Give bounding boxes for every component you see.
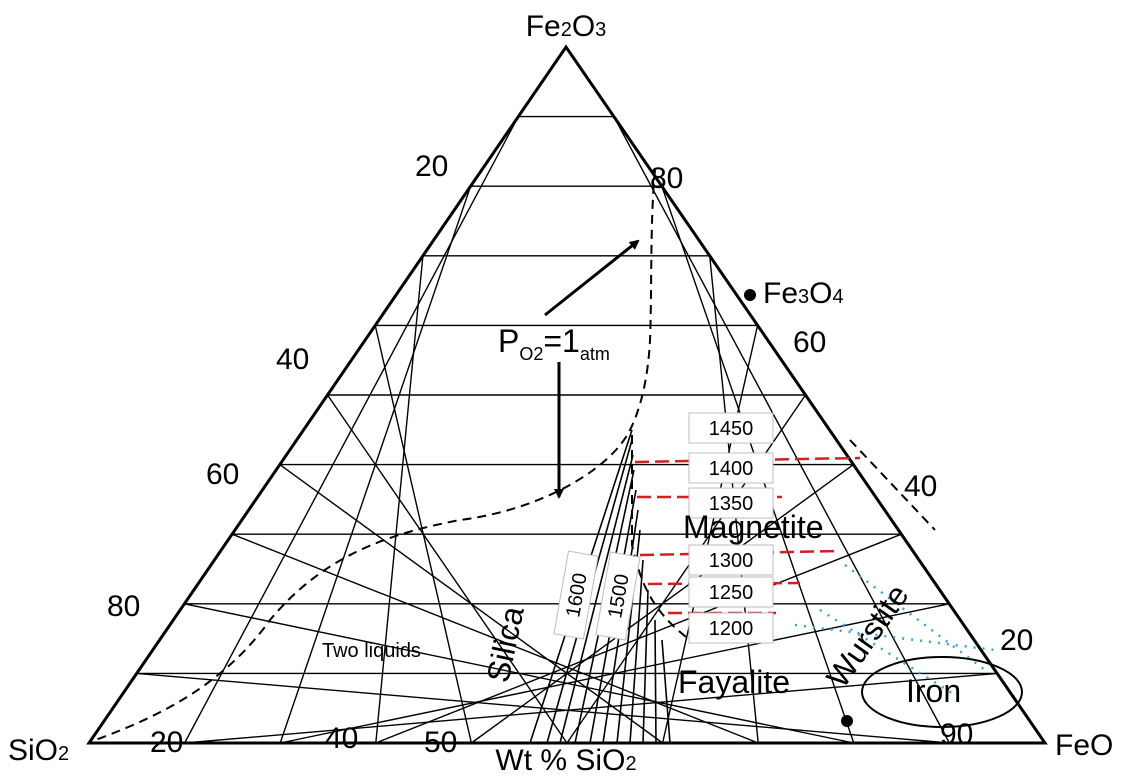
left-tick-80: 80 [107, 590, 140, 623]
isotherm-label-1500: 1500 [595, 551, 641, 641]
left-tick-20: 20 [415, 150, 448, 183]
svg-text:1300: 1300 [709, 550, 754, 572]
isotherm-label-1300: 1300 [688, 544, 774, 576]
isotherm-label-1600: 1600 [553, 550, 599, 640]
iron-boundary-dots [794, 564, 996, 697]
magnetite-left-boundary [631, 435, 691, 641]
phase-label-fayalite: Fayalite [678, 664, 790, 700]
phase-label-magnetite: Magnetite [683, 509, 824, 545]
grid-line-right [661, 325, 759, 744]
isotherm-label-1200: 1200 [688, 612, 774, 644]
phase-label-wurstite: Wurstite [819, 578, 915, 694]
bottom-tick-50: 50 [424, 726, 457, 759]
svg-text:1350: 1350 [709, 493, 754, 515]
pressure-label: PO2=1atm [498, 323, 610, 364]
bottom-tick-20: 20 [150, 726, 183, 759]
iron-field-ellipse [861, 656, 1023, 728]
axis-title: Wt % SiO2 [495, 744, 636, 776]
isotherm-labels: 1450 1400 1350 1300 1250 1200 1600 1500 [553, 412, 774, 644]
phase-label-iron: Iron [906, 673, 961, 709]
wustite-boundary [849, 439, 936, 531]
upper-liquidus-curve [89, 169, 656, 743]
bottom-tick-90: 90 [940, 718, 973, 751]
phase-label-two-liquids: Two liquids [322, 640, 421, 662]
grid-line-left [136, 672, 950, 744]
isotherm-label-1450: 1450 [688, 412, 774, 444]
bottom-tick-40: 40 [325, 722, 358, 755]
svg-text:1400: 1400 [709, 458, 754, 480]
right-tick-20: 20 [1000, 624, 1033, 657]
grid-line-left [231, 533, 759, 744]
isotherm-label-1250: 1250 [688, 576, 774, 608]
pressure-arrow-up [544, 239, 640, 317]
left-tick-60: 60 [206, 458, 239, 491]
grid-line-right [613, 116, 951, 744]
bottom-marker-point [841, 715, 853, 727]
grid-line-left [326, 394, 568, 744]
triangle-outline [86, 44, 1048, 745]
grid-line-left [184, 603, 854, 744]
svg-text:1250: 1250 [709, 582, 754, 604]
svg-text:1450: 1450 [709, 418, 754, 440]
right-tick-80: 80 [650, 162, 683, 195]
fe3o4-label: Fe3O4 [763, 277, 844, 310]
right-tick-60: 60 [793, 326, 826, 359]
corner-right-label: FeO [1055, 729, 1113, 762]
corner-top-label: Fe2O3 [526, 10, 607, 43]
corner-left-label: SiO2 [8, 734, 69, 767]
right-tick-40: 40 [904, 470, 937, 503]
isotherm-label-1350: 1350 [688, 487, 774, 519]
fe3o4-point [744, 289, 756, 301]
svg-text:1200: 1200 [709, 618, 754, 640]
isotherm-label-1400: 1400 [688, 452, 774, 484]
ternary-grid [136, 115, 998, 744]
left-tick-40: 40 [276, 343, 309, 376]
